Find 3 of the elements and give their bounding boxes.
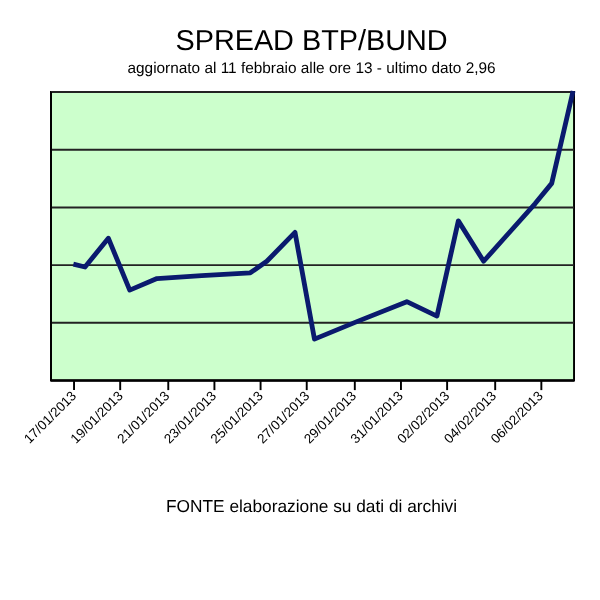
chart-subtitle: aggiornato al 11 febbraio alle ore 13 - ultimo dato 2,96: [127, 59, 496, 78]
chart-title: SPREAD BTP/BUND: [175, 26, 448, 59]
source-note: FONTE elaborazione su dati di archivi: [166, 496, 458, 517]
